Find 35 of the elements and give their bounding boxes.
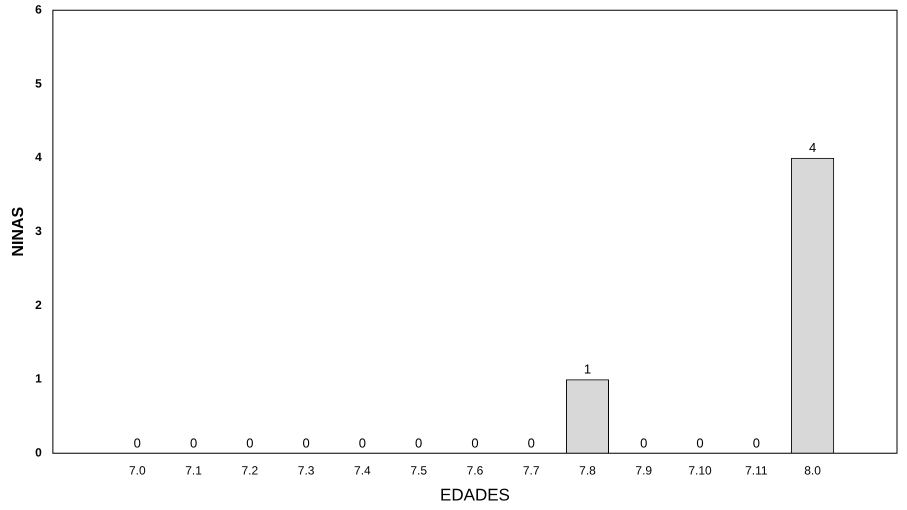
y-tick-label: 2 [35,298,42,312]
data-label: 0 [302,435,310,450]
data-label: 0 [134,435,141,450]
data-label: 0 [696,435,704,450]
x-tick-label: 8.0 [804,464,822,478]
data-label: 0 [528,435,535,450]
x-tick-label: 7.3 [298,464,315,478]
x-tick-label: 7.1 [185,464,202,478]
x-tick-label: 7.9 [635,464,652,478]
data-label: 0 [471,435,479,450]
y-tick-label: 0 [35,446,42,460]
x-tick-label: 7.5 [410,464,428,478]
data-label: 4 [808,140,816,155]
data-label: 0 [358,435,366,450]
y-tick-label: 4 [35,150,42,164]
x-axis-title: EDADES [440,485,510,504]
data-label: 0 [752,435,760,450]
data-label: 0 [246,435,254,450]
y-tick-label: 5 [35,76,42,90]
x-tick-label: 7.8 [579,464,596,478]
data-label: 0 [640,435,648,450]
x-tick-label: 7.2 [241,464,258,478]
data-label: 0 [415,435,422,450]
x-tick-label: 7.4 [354,464,372,478]
x-tick-label: 7.10 [688,464,712,478]
x-tick-label: 7.0 [128,464,146,478]
x-tick-label: 7.11 [745,464,768,478]
data-label: 0 [190,435,198,450]
x-tick-label: 7.7 [522,464,540,478]
data-label: 1 [584,361,592,376]
y-axis-title: NINAS [10,206,28,257]
y-tick-label: 3 [35,224,42,238]
x-tick-label: 7.6 [466,464,484,478]
y-tick-label: 6 [35,2,42,17]
y-tick-label: 1 [35,372,42,386]
